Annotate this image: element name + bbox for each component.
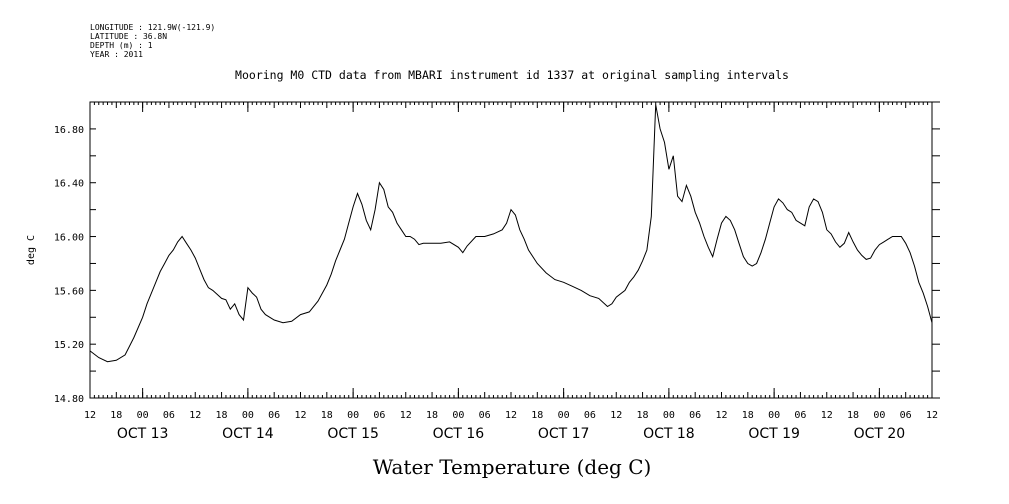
x-hour-label: 00 — [347, 410, 359, 421]
series-line — [89, 104, 933, 363]
y-tick-label: 16.40 — [54, 179, 84, 190]
year-label: YEAR : 2011 — [90, 50, 143, 59]
x-hour-label: 00 — [873, 410, 885, 421]
x-hour-label: 00 — [768, 410, 780, 421]
x-hour-label: 18 — [426, 410, 438, 421]
x-day-label: OCT 14 — [222, 426, 274, 442]
x-day-label: OCT 17 — [538, 426, 590, 442]
y-tick-label: 15.60 — [54, 286, 84, 297]
x-hour-label: 00 — [242, 410, 254, 421]
y-tick-label: 16.00 — [54, 233, 84, 244]
x-hour-label: 12 — [821, 410, 833, 421]
x-hour-label: 12 — [84, 410, 96, 421]
x-hour-label: 12 — [400, 410, 412, 421]
x-day-label: OCT 19 — [748, 426, 800, 442]
y-tick-label: 15.20 — [54, 340, 84, 351]
axis-ticks — [89, 102, 933, 398]
x-hour-label: 06 — [163, 410, 175, 421]
depth-label: DEPTH (m) : 1 — [90, 41, 153, 50]
x-day-label: OCT 13 — [117, 426, 169, 442]
y-tick-label: 14.80 — [54, 394, 84, 405]
x-axis-label: Water Temperature (deg C) — [373, 455, 652, 479]
y-axis: 14.80 15.20 15.60 16.00 16.40 16.80 — [54, 101, 940, 405]
x-hour-label: 18 — [216, 410, 228, 421]
x-hour-label: 12 — [294, 410, 306, 421]
x-hour-label: 06 — [373, 410, 385, 421]
x-hour-label: 18 — [531, 410, 543, 421]
x-hour-label: 12 — [926, 410, 938, 421]
x-day-label: OCT 16 — [433, 426, 485, 442]
y-axis-label: deg C — [26, 235, 37, 265]
x-hour-label: 18 — [637, 410, 649, 421]
x-day-label: OCT 18 — [643, 426, 695, 442]
chart-title: Mooring M0 CTD data from MBARI instrumen… — [235, 68, 789, 82]
y-tick-label: 16.80 — [54, 125, 84, 136]
x-hour-label: 12 — [715, 410, 727, 421]
x-hour-label: 06 — [900, 410, 912, 421]
x-hour-label: 00 — [558, 410, 570, 421]
x-hour-label: 18 — [742, 410, 754, 421]
longitude-label: LONGITUDE : 121.9W(-121.9) — [90, 23, 215, 32]
x-hour-label: 06 — [794, 410, 806, 421]
x-hour-label: 00 — [663, 410, 675, 421]
x-day-label: OCT 15 — [327, 426, 379, 442]
x-hour-label: 18 — [847, 410, 859, 421]
x-hour-label: 06 — [268, 410, 280, 421]
x-hour-label: 12 — [189, 410, 201, 421]
x-hour-label: 06 — [479, 410, 491, 421]
x-axis: 12 18 00 06 12 18 00 06 12 18 00 06 12 18 00 06 12 18 00 06… — [84, 410, 938, 442]
x-hour-label: 00 — [137, 410, 149, 421]
plot-frame — [89, 101, 933, 399]
x-hour-label: 18 — [321, 410, 333, 421]
x-day-label: OCT 20 — [854, 426, 906, 442]
x-hour-label: 18 — [110, 410, 122, 421]
x-hour-label: 00 — [452, 410, 464, 421]
x-hour-label: 06 — [689, 410, 701, 421]
metadata-block: LONGITUDE : 121.9W(-121.9) LATITUDE : 36… — [90, 23, 215, 59]
x-hour-label: 12 — [505, 410, 517, 421]
latitude-label: LATITUDE : 36.8N — [90, 32, 167, 41]
x-hour-label: 06 — [584, 410, 596, 421]
x-hour-label: 12 — [610, 410, 622, 421]
